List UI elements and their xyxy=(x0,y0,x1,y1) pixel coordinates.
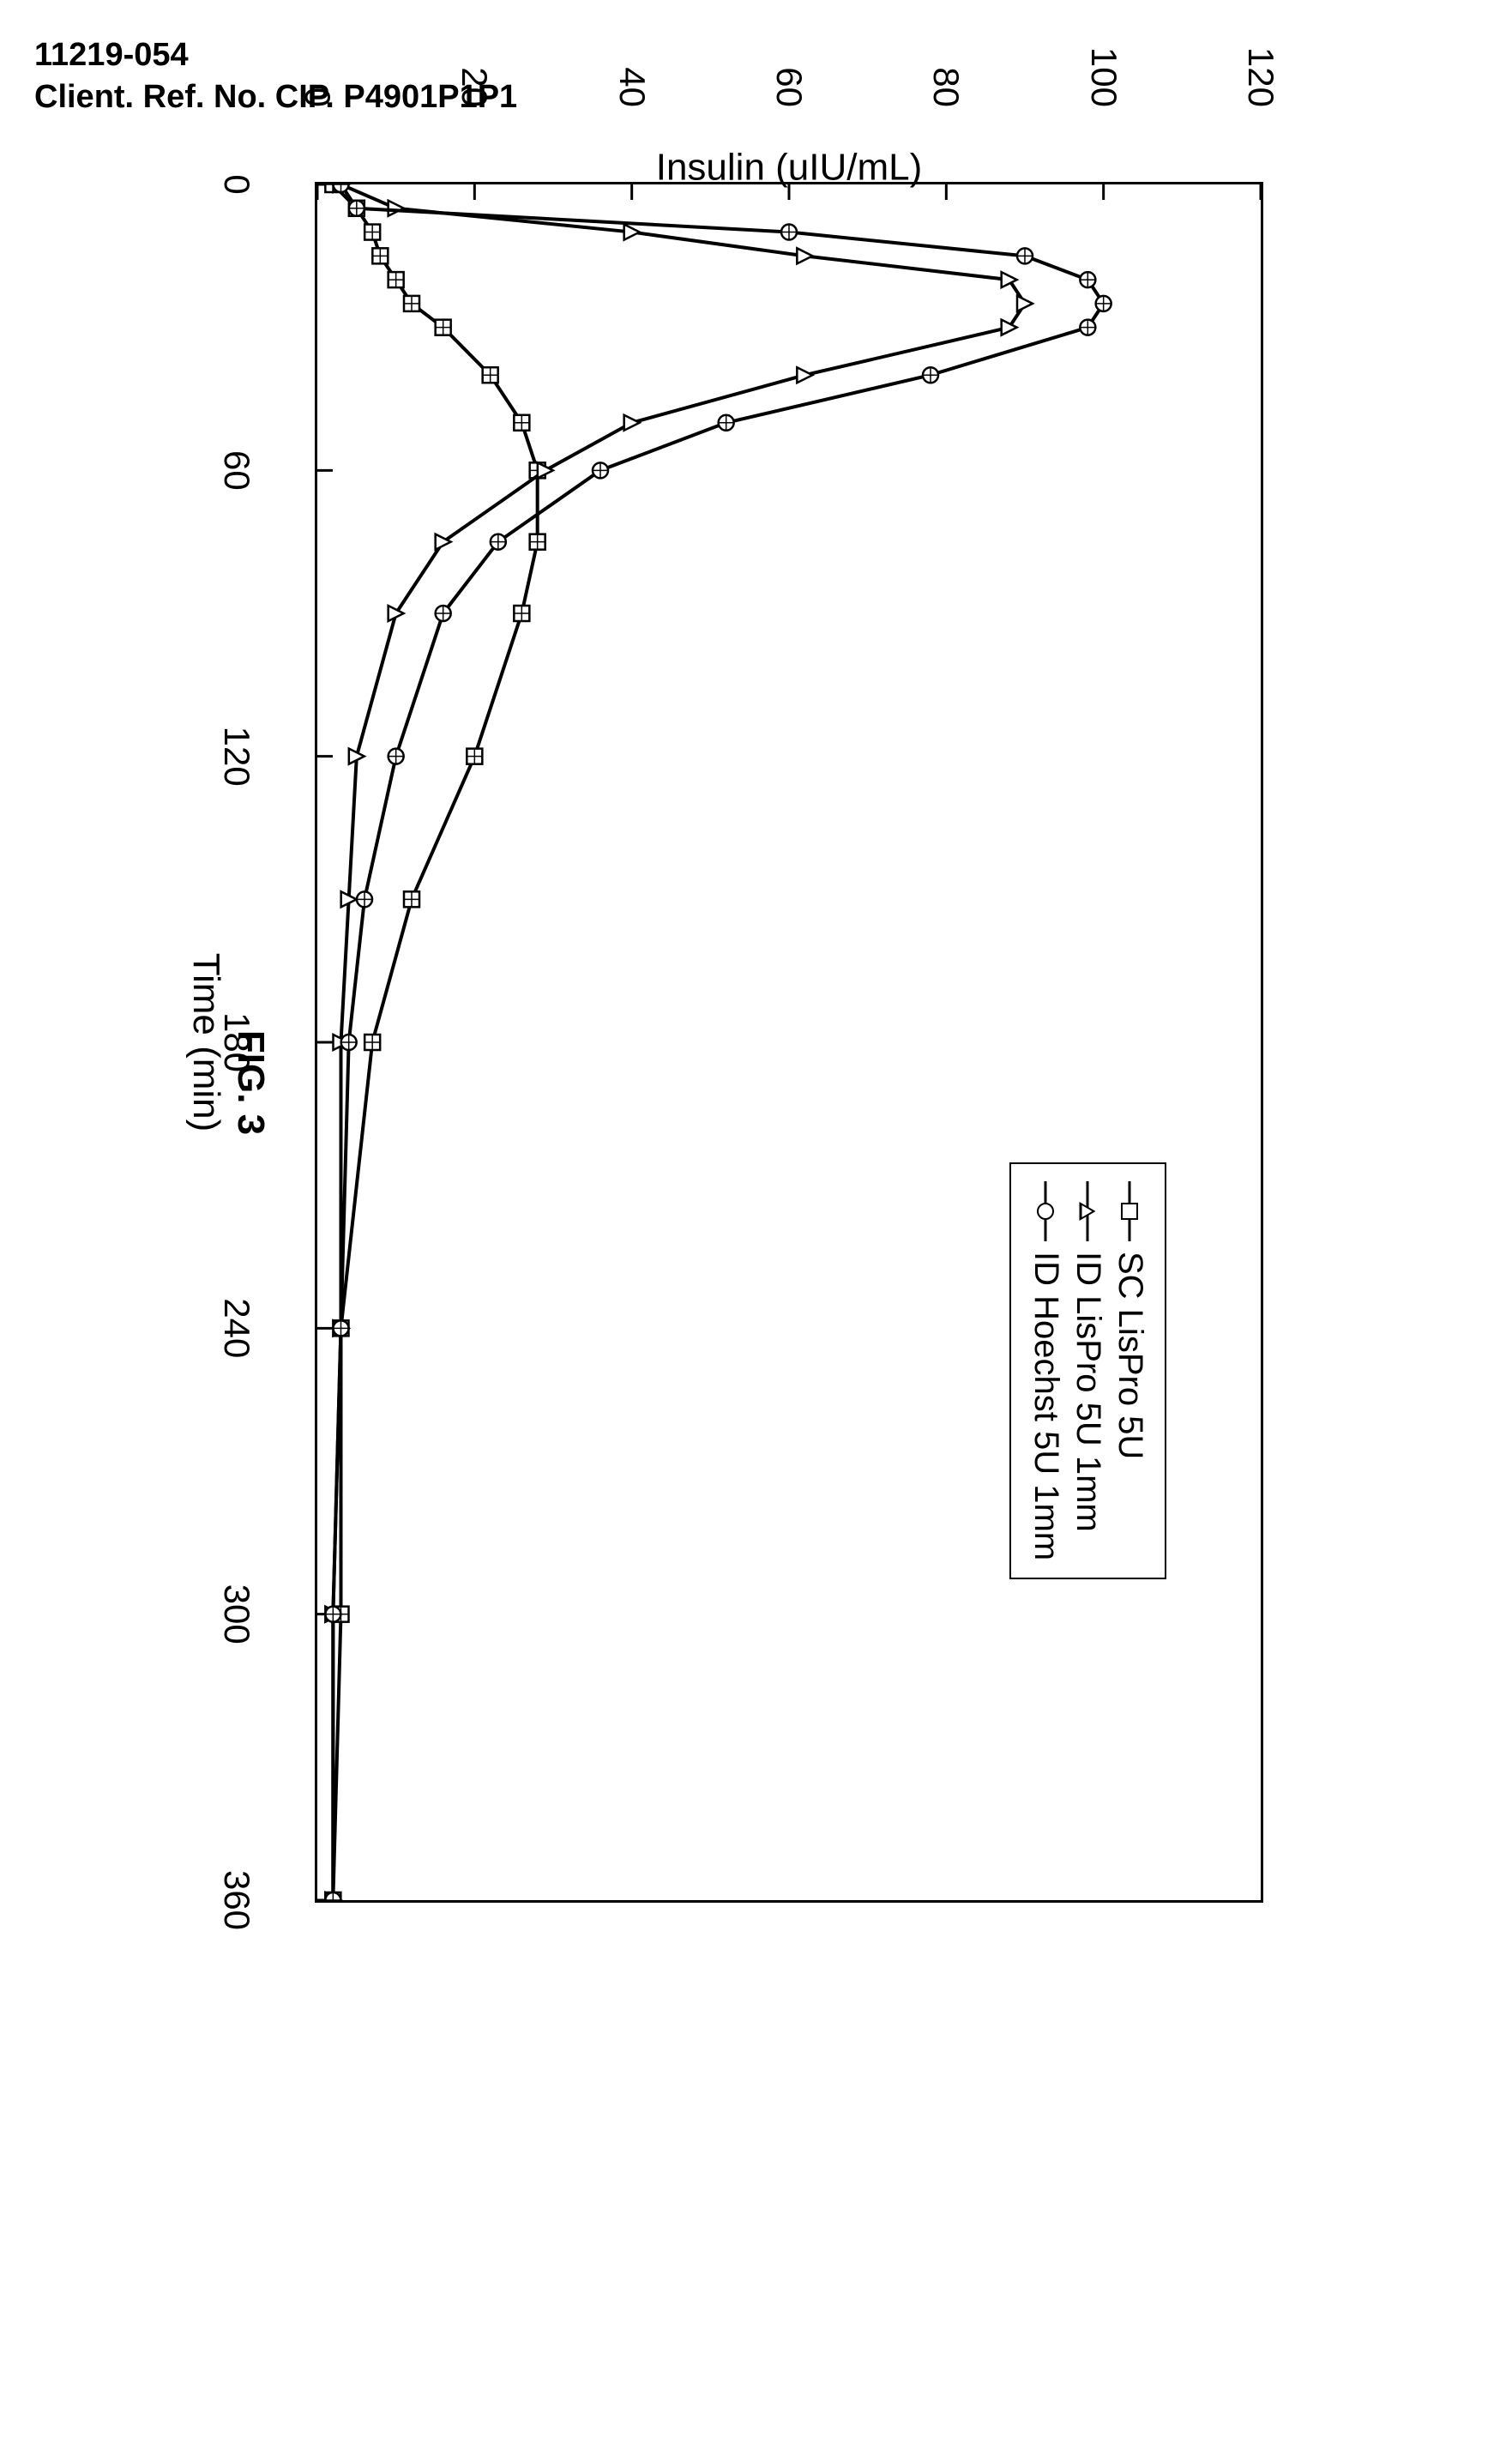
y-tick-label: 40 xyxy=(611,67,653,107)
legend-item: SC LisPro 5U xyxy=(1111,1181,1149,1560)
chart-legend: SC LisPro 5UID LisPro 5U 1mmID Hoechst 5… xyxy=(1009,1162,1166,1579)
legend-label: ID LisPro 5U 1mm xyxy=(1069,1252,1107,1532)
page-container: 11219-054 Client. Ref. No. CIP. P4901P1P… xyxy=(34,34,1478,1600)
y-tick-label: 120 xyxy=(1240,47,1281,107)
x-tick-label: 0 xyxy=(216,174,257,194)
y-tick-label: 100 xyxy=(1083,47,1124,107)
x-tick-label: 60 xyxy=(216,450,257,491)
y-tick-label: 0 xyxy=(297,87,338,106)
x-axis-label: Time (min) xyxy=(184,952,227,1131)
y-tick-label: 60 xyxy=(768,67,810,107)
y-tick-label: 20 xyxy=(454,67,495,107)
y-axis-label: Insulin (uIU/mL) xyxy=(656,146,923,189)
legend-label: SC LisPro 5U xyxy=(1111,1252,1149,1459)
x-tick-label: 300 xyxy=(216,1584,257,1644)
chart-svg xyxy=(317,184,1261,1900)
legend-marker-triangle-icon xyxy=(1076,1181,1100,1241)
legend-item: ID LisPro 5U 1mm xyxy=(1069,1181,1107,1560)
legend-marker-square-icon xyxy=(1118,1181,1142,1241)
chart-figure-rotated: 020406080100120 060120180240300360 Insul… xyxy=(229,182,1263,1983)
legend-item: ID Hoechst 5U 1mm xyxy=(1027,1181,1065,1560)
x-tick-label: 240 xyxy=(216,1298,257,1358)
x-tick-label: 360 xyxy=(216,1870,257,1930)
chart-plot-area: 020406080100120 060120180240300360 Insul… xyxy=(315,182,1263,1903)
legend-marker-circle-icon xyxy=(1034,1181,1058,1241)
y-tick-label: 80 xyxy=(925,67,967,107)
legend-label: ID Hoechst 5U 1mm xyxy=(1027,1252,1065,1560)
x-tick-label: 120 xyxy=(216,726,257,786)
